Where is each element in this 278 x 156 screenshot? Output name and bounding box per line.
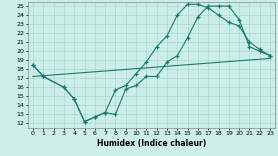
X-axis label: Humidex (Indice chaleur): Humidex (Indice chaleur)	[97, 139, 206, 148]
